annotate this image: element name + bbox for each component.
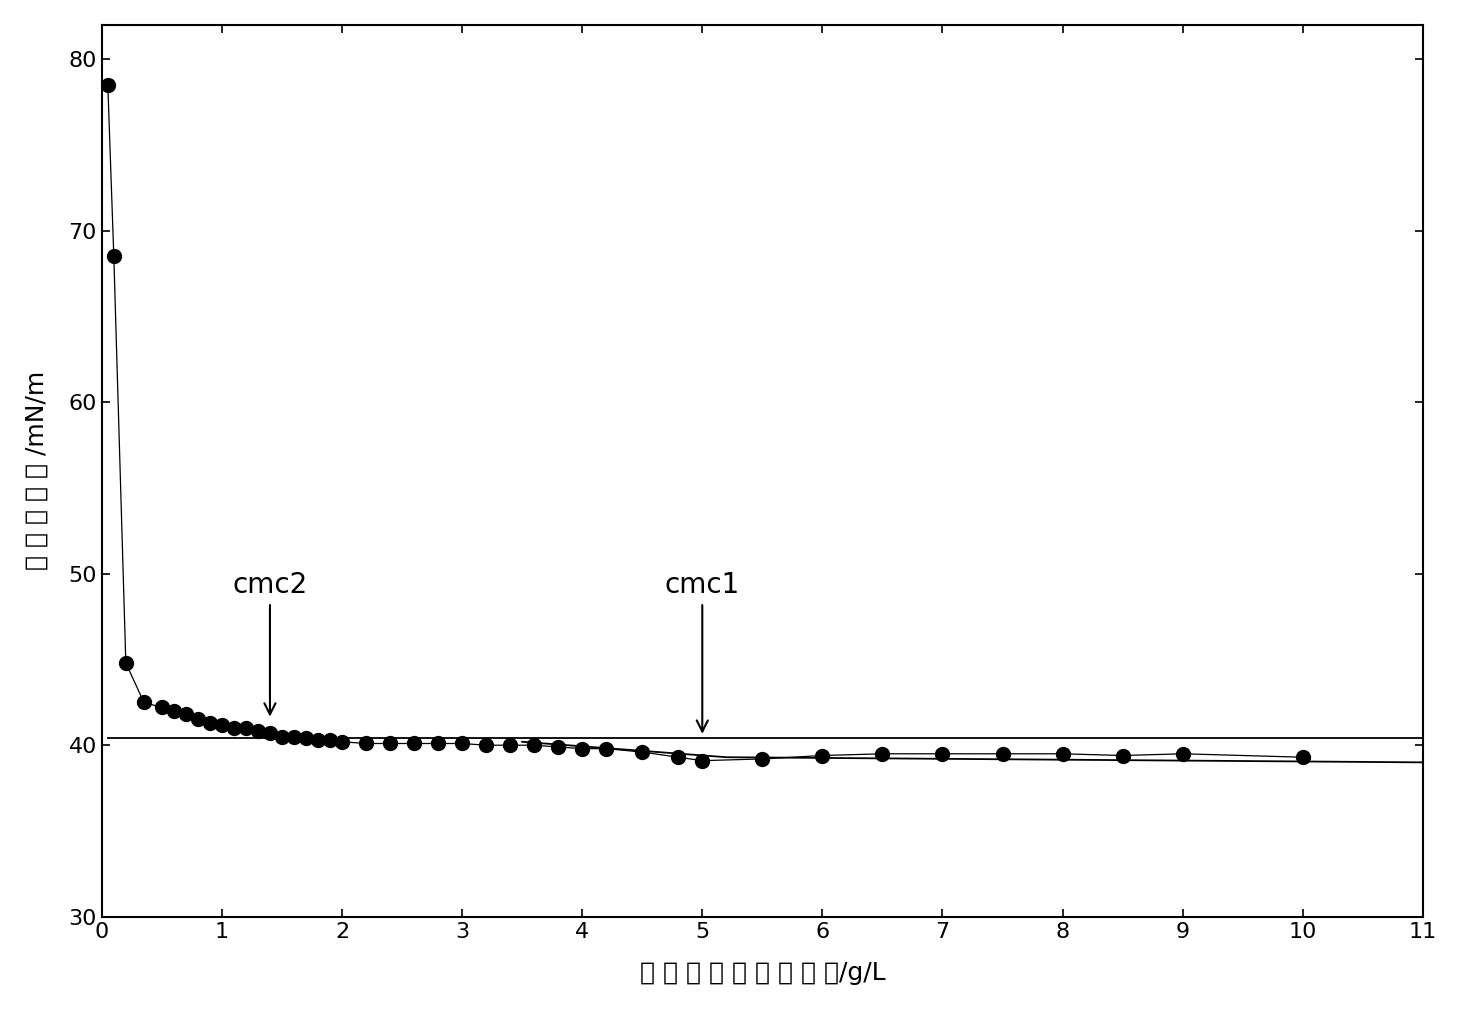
X-axis label: 生 物 表 面 活 性 剂 浓 度/g/L: 生 物 表 面 活 性 剂 浓 度/g/L [639,961,885,985]
Point [354,735,377,751]
Point [234,720,257,736]
Point [427,735,450,751]
Point [379,735,402,751]
Point [750,750,773,767]
Point [174,706,197,722]
Point [595,740,618,756]
Point [450,735,474,751]
Point [402,735,425,751]
Point [1051,745,1075,762]
Point [114,654,137,671]
Point [1291,749,1314,766]
Y-axis label: 表 面 张 力 值 /mN/m: 表 面 张 力 值 /mN/m [25,372,50,571]
Point [570,740,594,756]
Point [475,737,499,753]
Point [246,723,269,739]
Point [96,77,120,93]
Text: cmc1: cmc1 [665,572,740,731]
Point [132,694,155,710]
Point [690,752,713,769]
Point [1111,747,1135,764]
Point [162,703,186,719]
Point [547,739,570,755]
Point [871,745,895,762]
Point [811,747,835,764]
Point [499,737,522,753]
Point [991,745,1015,762]
Point [282,728,306,744]
Point [330,733,354,749]
Point [522,737,545,753]
Point [306,732,329,748]
Text: cmc2: cmc2 [232,572,307,714]
Point [667,749,690,766]
Point [222,720,246,736]
Point [259,725,282,741]
Point [151,699,174,715]
Point [319,732,342,748]
Point [211,716,234,732]
Point [931,745,955,762]
Point [186,711,209,727]
Point [630,744,654,761]
Point [270,728,294,744]
Point [1171,745,1194,762]
Point [199,715,222,731]
Point [294,730,317,746]
Point [102,248,126,265]
